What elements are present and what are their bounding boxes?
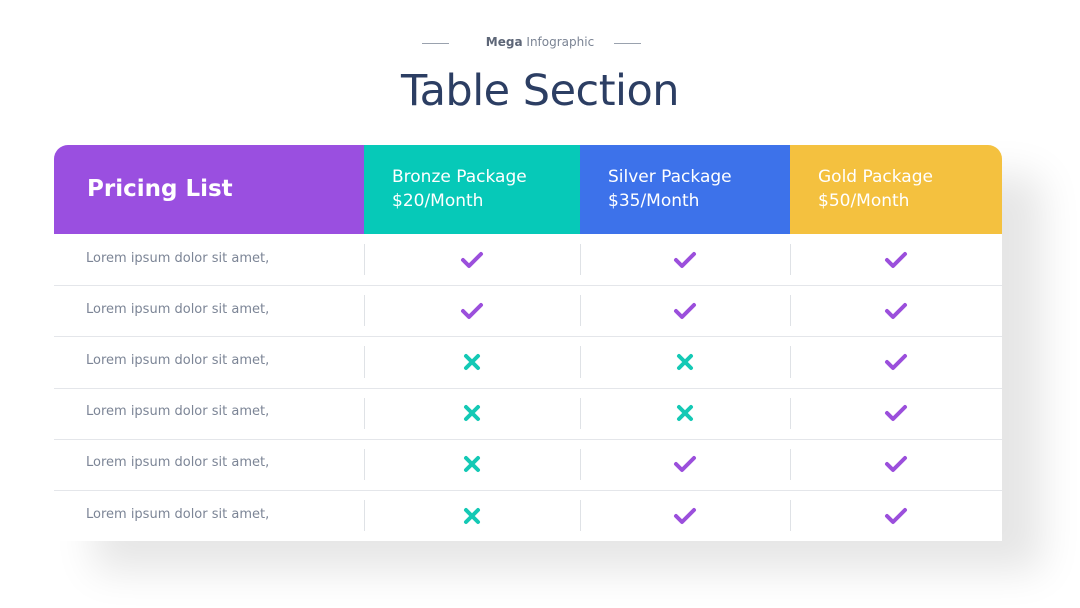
check-icon xyxy=(674,251,696,268)
package-price: $50/Month xyxy=(818,191,910,211)
cross-icon xyxy=(464,354,480,370)
check-icon xyxy=(885,302,907,319)
check-icon xyxy=(674,302,696,319)
icon-stroke xyxy=(674,251,696,268)
row-label: Lorem ipsum dolor sit amet, xyxy=(86,301,270,317)
package-price: $35/Month xyxy=(608,191,700,211)
icon-stroke xyxy=(885,507,907,524)
check-icon xyxy=(674,507,696,524)
column-separator xyxy=(580,448,581,480)
title: Table Section xyxy=(400,66,680,116)
column-separator xyxy=(364,244,365,276)
kicker-line xyxy=(422,43,449,44)
kicker-bold: Mega xyxy=(485,35,523,49)
check-icon xyxy=(885,354,907,370)
column-separator xyxy=(580,346,581,378)
package-header: Gold Package $50/Month xyxy=(790,145,1002,234)
icon-stroke xyxy=(461,302,483,319)
icon-stroke xyxy=(885,251,907,268)
corner-header: Pricing List xyxy=(54,145,364,234)
row-separator xyxy=(54,336,1002,338)
package-name: Silver Package xyxy=(608,167,732,187)
row-separator xyxy=(54,285,1002,287)
icon-stroke xyxy=(885,456,907,473)
package-price: $20/Month xyxy=(392,191,484,211)
check-icon xyxy=(885,405,907,422)
package-name: Gold Package xyxy=(818,167,933,187)
icon-stroke xyxy=(674,302,696,319)
icon-stroke xyxy=(464,507,480,524)
kicker: Mega Infographic xyxy=(0,35,1080,49)
icon-stroke xyxy=(885,405,907,422)
row-label: Lorem ipsum dolor sit amet, xyxy=(86,506,270,522)
cross-icon xyxy=(464,507,480,524)
column-separator xyxy=(364,397,365,429)
check-icon xyxy=(461,302,483,319)
row-separator xyxy=(54,490,1002,491)
icon-stroke xyxy=(674,507,696,524)
check-icon xyxy=(461,251,483,268)
column-separator xyxy=(580,295,581,327)
pricing-table: Pricing List Bronze Package $20/Month Silve… xyxy=(54,145,1002,541)
kicker-text: Infographic xyxy=(526,35,595,49)
icon-stroke xyxy=(674,456,696,473)
column-separator xyxy=(580,500,581,532)
column-separator xyxy=(580,244,581,276)
package-header: Silver Package $35/Month xyxy=(580,145,790,234)
column-separator xyxy=(790,346,791,378)
column-separator xyxy=(790,244,791,276)
icon-stroke xyxy=(464,354,480,370)
row-separator xyxy=(54,387,1002,389)
column-separator xyxy=(790,295,791,327)
icon-stroke xyxy=(461,251,483,268)
cross-icon xyxy=(464,405,480,422)
icon-stroke xyxy=(464,405,480,422)
column-separator xyxy=(790,448,791,480)
column-separator xyxy=(364,295,365,327)
check-icon xyxy=(885,251,907,268)
icon-stroke xyxy=(464,456,480,473)
column-separator xyxy=(790,500,791,532)
row-label: Lorem ipsum dolor sit amet, xyxy=(86,250,270,266)
row-separator xyxy=(54,438,1002,440)
row-label: Lorem ipsum dolor sit amet, xyxy=(86,404,270,420)
icon-stroke xyxy=(677,354,693,370)
column-separator xyxy=(580,397,581,429)
column-separator xyxy=(364,448,365,480)
icon-stroke xyxy=(885,302,907,319)
package-name: Bronze Package xyxy=(392,167,527,187)
cross-icon xyxy=(677,354,693,370)
column-separator xyxy=(364,346,365,378)
package-header: Bronze Package $20/Month xyxy=(364,145,580,234)
check-icon xyxy=(674,456,696,473)
row-label: Lorem ipsum dolor sit amet, xyxy=(86,455,270,471)
row-label: Lorem ipsum dolor sit amet, xyxy=(86,353,270,368)
icon-stroke xyxy=(885,354,907,370)
kicker-line xyxy=(614,43,641,44)
column-separator xyxy=(364,500,365,532)
cross-icon xyxy=(464,456,480,473)
check-icon xyxy=(885,507,907,524)
column-separator xyxy=(790,397,791,429)
cross-icon xyxy=(677,405,693,422)
icon-stroke xyxy=(677,405,693,422)
check-icon xyxy=(885,456,907,473)
